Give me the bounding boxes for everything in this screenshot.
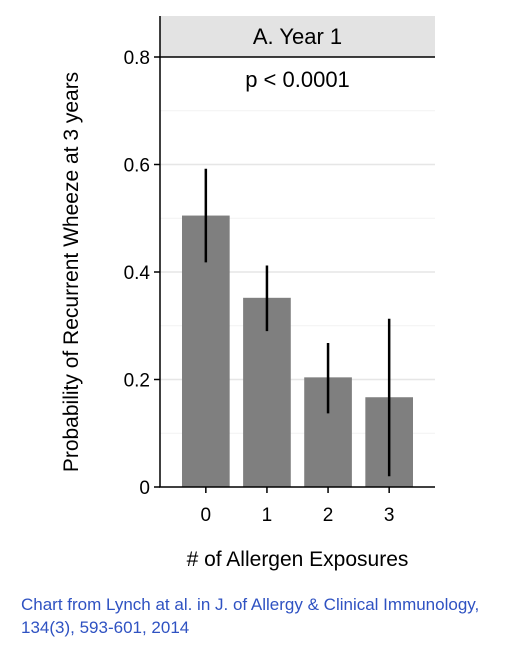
x-axis-title: # of Allergen Exposures — [187, 548, 409, 571]
x-tick-label: 1 — [262, 505, 273, 526]
error-bars-group — [204, 168, 391, 477]
y-ticks-group: 0 0.2 0.4 0.6 0.8 — [124, 48, 160, 499]
strip-header — [160, 16, 435, 57]
panel-title: A. Year 1 — [253, 24, 342, 49]
x-ticks-group: 0 1 2 3 — [201, 487, 395, 526]
y-tick-label: 0.4 — [124, 263, 151, 284]
x-tick-label: 0 — [201, 505, 212, 526]
y-tick-label: 0.2 — [124, 371, 150, 392]
y-axis-title: Probability of Recurrent Wheeze at 3 yea… — [60, 72, 83, 472]
x-tick-label: 3 — [384, 505, 395, 526]
y-tick-label: 0 — [139, 478, 150, 499]
x-tick-label: 2 — [323, 505, 334, 526]
y-tick-label: 0.8 — [124, 48, 150, 69]
y-tick-label: 0.6 — [124, 156, 150, 177]
source-caption: Chart from Lynch at al. in J. of Allergy… — [21, 595, 480, 637]
p-value-annotation: p < 0.0001 — [245, 67, 350, 92]
